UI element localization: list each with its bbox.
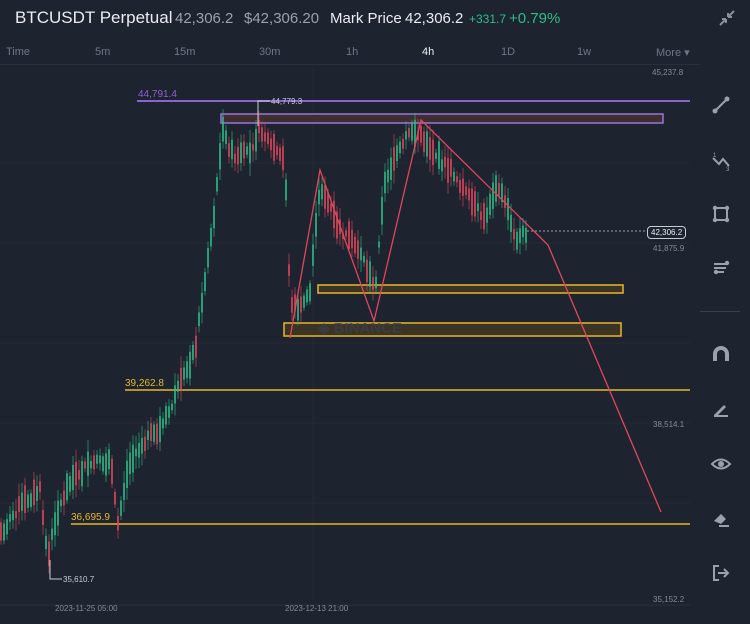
magnet-icon[interactable] <box>710 344 732 366</box>
eraser-icon[interactable] <box>710 508 732 530</box>
collapse-fullscreen-icon[interactable] <box>718 9 736 27</box>
interval-4h[interactable]: 4h <box>422 46 435 58</box>
level-2-label: 36,695.9 <box>71 512 110 523</box>
mark-price-label: Mark Price <box>330 10 402 27</box>
pencil-lock-icon[interactable] <box>710 398 732 420</box>
interval-1d[interactable]: 1D <box>501 46 516 58</box>
rectangle-tool-icon[interactable] <box>710 203 732 225</box>
interval-5m[interactable]: 5m <box>95 46 111 58</box>
interval-1w[interactable]: 1w <box>577 46 592 58</box>
price-chart[interactable]: ◈ BINANCE <box>0 66 700 624</box>
time-axis-label: 2023-12-13 21:00 <box>285 604 349 613</box>
svg-text:◈ BINANCE: ◈ BINANCE <box>317 320 402 337</box>
price-axis-label: 35,152.2 <box>653 595 685 604</box>
symbol-title[interactable]: BTCUSDT Perpetual <box>15 8 173 27</box>
interval-time[interactable]: Time <box>6 46 31 58</box>
support-zone-2 <box>283 322 622 337</box>
last-price: 42,306.2 <box>175 10 234 27</box>
price-axis-label: 45,237.8 <box>652 68 684 77</box>
level-1-label: 39,262.8 <box>125 378 164 389</box>
usd-price: $42,306.20 <box>244 10 320 27</box>
support-zone-1 <box>317 284 624 294</box>
interval-bar: Time 5m 15m 30m 1h 4h 1D 1w More ▾ <box>0 40 700 65</box>
interval-1h[interactable]: 1h <box>346 46 359 58</box>
change-pct: +0.79% <box>509 10 561 27</box>
price-axis-label: 41,875.9 <box>653 244 685 253</box>
pattern-lines <box>289 118 662 513</box>
trend-line-icon[interactable] <box>704 94 732 116</box>
interval-more[interactable]: More ▾ <box>656 47 690 59</box>
time-axis-label: 2023-11-25 05:00 <box>55 604 118 613</box>
toolbar-divider <box>700 311 740 312</box>
current-price-tag: 42,306.2 <box>647 226 687 239</box>
high-marker-label: 44,779.3 <box>271 97 303 106</box>
high-line-label: 44,791.4 <box>138 89 177 100</box>
mark-price: 42,306.2 <box>405 10 464 27</box>
low-marker-label: 35,610.7 <box>63 575 95 584</box>
symbol-header: BTCUSDT Perpetual 42,306.2 $42,306.20 Ma… <box>0 0 750 38</box>
resistance-zone <box>220 113 664 124</box>
interval-30m[interactable]: 30m <box>259 46 281 58</box>
indicators-icon[interactable] <box>710 257 732 279</box>
interval-15m[interactable]: 15m <box>174 46 196 58</box>
eye-icon[interactable] <box>710 453 732 475</box>
svg-text:3: 3 <box>726 167 730 172</box>
change-abs: +331.7 <box>469 12 507 26</box>
svg-text:1: 1 <box>713 153 717 159</box>
exit-icon[interactable] <box>710 562 732 584</box>
price-axis-label: 38,514.1 <box>653 420 685 429</box>
